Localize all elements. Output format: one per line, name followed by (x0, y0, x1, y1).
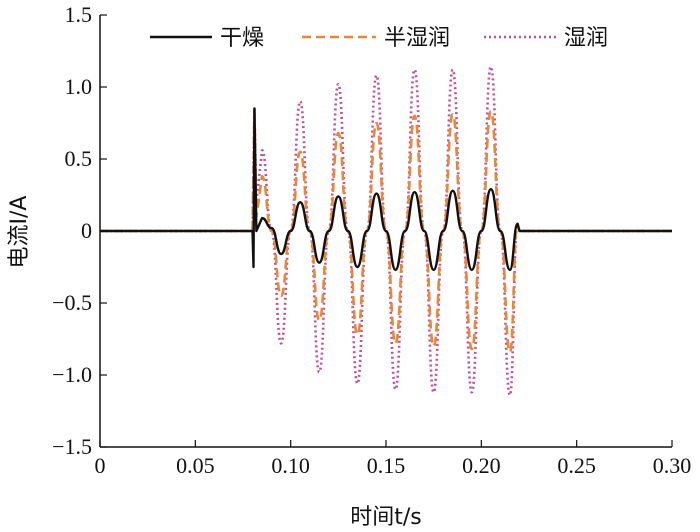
legend: 干燥 半湿润 湿润 (150, 26, 608, 51)
y-tick-label: −1.0 (52, 362, 92, 387)
y-tick-label: 1.5 (65, 2, 93, 27)
series-layer (100, 65, 672, 397)
legend-label: 湿润 (564, 26, 608, 51)
series-line-干燥 (100, 107, 672, 272)
y-tick-label: −0.5 (52, 290, 92, 315)
legend-label: 干燥 (220, 26, 264, 51)
x-tick-label: 0.30 (653, 453, 692, 478)
x-tick-label: 0.20 (462, 453, 501, 478)
legend-label: 半湿润 (384, 26, 450, 51)
x-tick-label: 0.10 (271, 453, 310, 478)
x-tick-label: 0 (95, 453, 106, 478)
y-tick-label: 0.5 (65, 146, 93, 171)
y-tick-label: 0 (81, 218, 92, 243)
x-axis-label: 时间t/s (350, 505, 422, 530)
y-axis-label: 电流I/A (7, 196, 32, 269)
x-tick-label: 0.15 (367, 453, 406, 478)
x-tick-label: 0.25 (557, 453, 596, 478)
y-tick-label: −1.5 (52, 434, 92, 459)
series-line-半湿润 (100, 107, 672, 354)
axis-ticks: 1.51.00.50−0.5−1.0−1.50 0.05 0.10 0.15 0.20 0… (52, 2, 691, 478)
x-tick-label: 0.05 (176, 453, 215, 478)
y-tick-label: 1.0 (65, 74, 93, 99)
